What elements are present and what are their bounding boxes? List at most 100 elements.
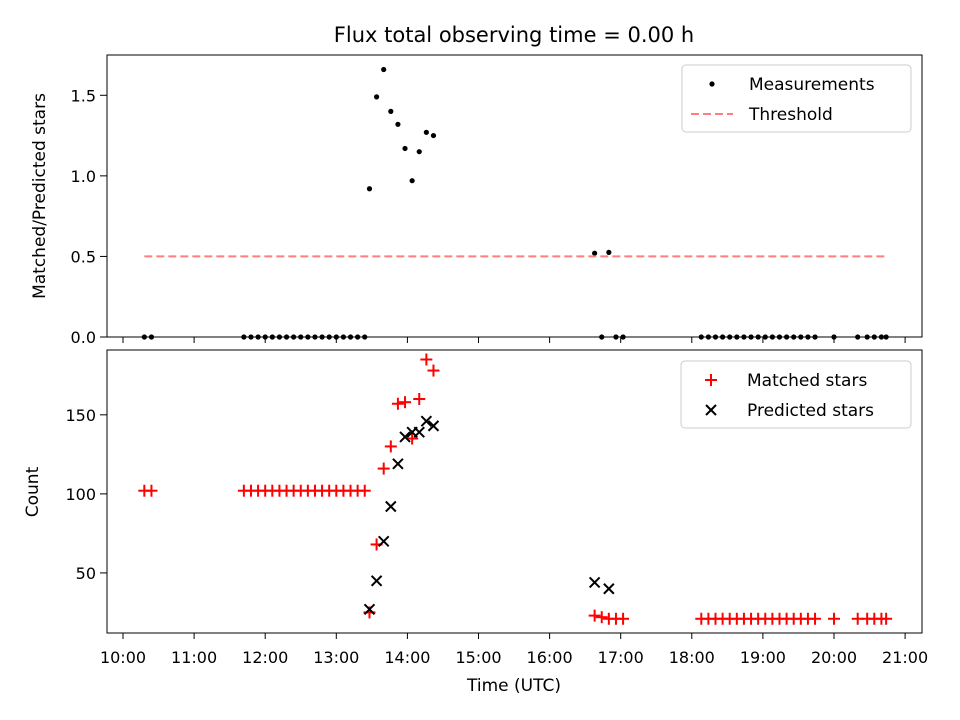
matched-stars-point	[617, 612, 630, 625]
matched-stars-point	[145, 484, 158, 497]
measurements-point	[395, 121, 401, 127]
measurements-point	[355, 334, 361, 340]
legend-matched-marker	[705, 374, 717, 386]
bottom-y-axis-label: Count	[23, 466, 43, 517]
matched-stars-point	[427, 364, 440, 377]
predicted-stars-point	[588, 576, 601, 589]
measurements-point	[791, 334, 797, 340]
x-tick-label: 11:00	[171, 648, 217, 667]
measurements-point	[340, 334, 347, 340]
measurements-point	[734, 334, 740, 340]
bottom-y-ticks: 50 100 150	[65, 406, 107, 583]
x-tick-label: 13:00	[313, 648, 359, 667]
measurements-point	[283, 334, 290, 340]
x-tick-label: 17:00	[598, 648, 644, 667]
bottom-plot-area	[106, 349, 923, 634]
legend-predicted-label: Predicted stars	[747, 401, 874, 421]
measurements-point	[402, 145, 408, 152]
measurements-point	[388, 108, 394, 114]
x-tick-label: 20:00	[811, 648, 857, 667]
measurements-point	[748, 334, 754, 340]
legend-matched-label: Matched stars	[747, 371, 867, 391]
predicted-stars-point	[370, 575, 383, 587]
y-tick-label: 0.0	[71, 328, 96, 347]
measurements-point	[248, 334, 254, 340]
top-y-ticks: 0.0 0.5 1.0 1.5	[71, 86, 107, 347]
matched-stars-point	[595, 611, 608, 624]
x-tick-label: 21:00	[882, 648, 928, 667]
top-plot-area	[106, 54, 923, 338]
matched-stars-point	[880, 612, 893, 625]
measurements-point	[319, 334, 325, 340]
bottom-legend-box	[680, 360, 912, 429]
predicted-stars-point	[427, 420, 440, 432]
measurements-point	[599, 334, 605, 340]
measurements-point	[269, 334, 275, 340]
measurements-point	[381, 66, 387, 73]
x-tick-label: 18:00	[669, 648, 715, 667]
legend-predicted-marker	[705, 404, 717, 416]
measurements-point	[255, 334, 261, 340]
measurements-point	[366, 186, 373, 192]
measurements-point	[762, 334, 768, 340]
measurements-point	[416, 149, 422, 155]
measurements-point	[373, 94, 380, 100]
predicted-stars-point	[377, 535, 390, 548]
predicted-stars-point	[363, 603, 376, 615]
matched-stars-point	[406, 432, 419, 445]
legend-threshold-label: Threshold	[748, 105, 833, 125]
measurements-point	[291, 334, 297, 340]
measurements-point	[148, 334, 155, 340]
y-tick-label: 150	[65, 406, 96, 425]
predicted-stars-point	[392, 458, 404, 470]
chart-title: Flux total observing time = 0.00 h	[334, 23, 694, 47]
measurements-point	[312, 334, 318, 340]
predicted-stars-point	[413, 426, 425, 438]
y-tick-label: 100	[65, 485, 96, 504]
x-tick-label: 19:00	[740, 648, 786, 667]
matched-stars-point	[828, 612, 840, 625]
matched-stars-point	[420, 353, 433, 366]
matched-stars-point	[809, 612, 822, 625]
x-tick-label: 16:00	[527, 648, 573, 667]
measurements-point	[798, 334, 804, 340]
measurements-point	[883, 334, 889, 340]
matched-stars-point	[391, 397, 404, 410]
measurements-point	[333, 334, 339, 340]
measurements-point	[362, 334, 368, 340]
top-y-axis-label: Matched/Predicted stars	[30, 93, 50, 299]
top-legend-box	[681, 64, 912, 133]
measurements-point	[871, 334, 877, 340]
predicted-stars-point	[603, 583, 615, 595]
x-tick-label: 15:00	[455, 648, 501, 667]
y-tick-label: 1.0	[71, 167, 96, 186]
measurements-point	[727, 334, 733, 340]
measurements-point	[864, 334, 870, 340]
top-series	[141, 66, 889, 340]
measurements-point	[423, 129, 429, 135]
legend-measurements-label: Measurements	[749, 75, 875, 95]
measurements-point	[855, 334, 861, 340]
predicted-stars-point	[420, 415, 433, 427]
x-axis-label: Time (UTC)	[466, 676, 561, 696]
matched-stars-point	[413, 393, 426, 406]
measurements-point	[305, 334, 311, 340]
x-tick-label: 12:00	[242, 648, 288, 667]
measurements-point	[141, 334, 147, 340]
measurements-point	[241, 334, 247, 340]
measurements-point	[409, 178, 415, 184]
measurements-point	[741, 334, 747, 340]
measurements-point	[776, 334, 783, 340]
measurements-point	[620, 334, 626, 340]
measurements-point	[347, 334, 354, 340]
matched-stars-point	[588, 609, 601, 622]
measurements-point	[298, 334, 304, 340]
measurements-point	[326, 334, 332, 340]
measurements-point	[613, 334, 619, 340]
measurements-point	[878, 334, 885, 340]
legend-measurements-marker	[709, 81, 715, 87]
matched-stars-point	[399, 396, 412, 409]
matched-stars-point	[384, 440, 397, 453]
